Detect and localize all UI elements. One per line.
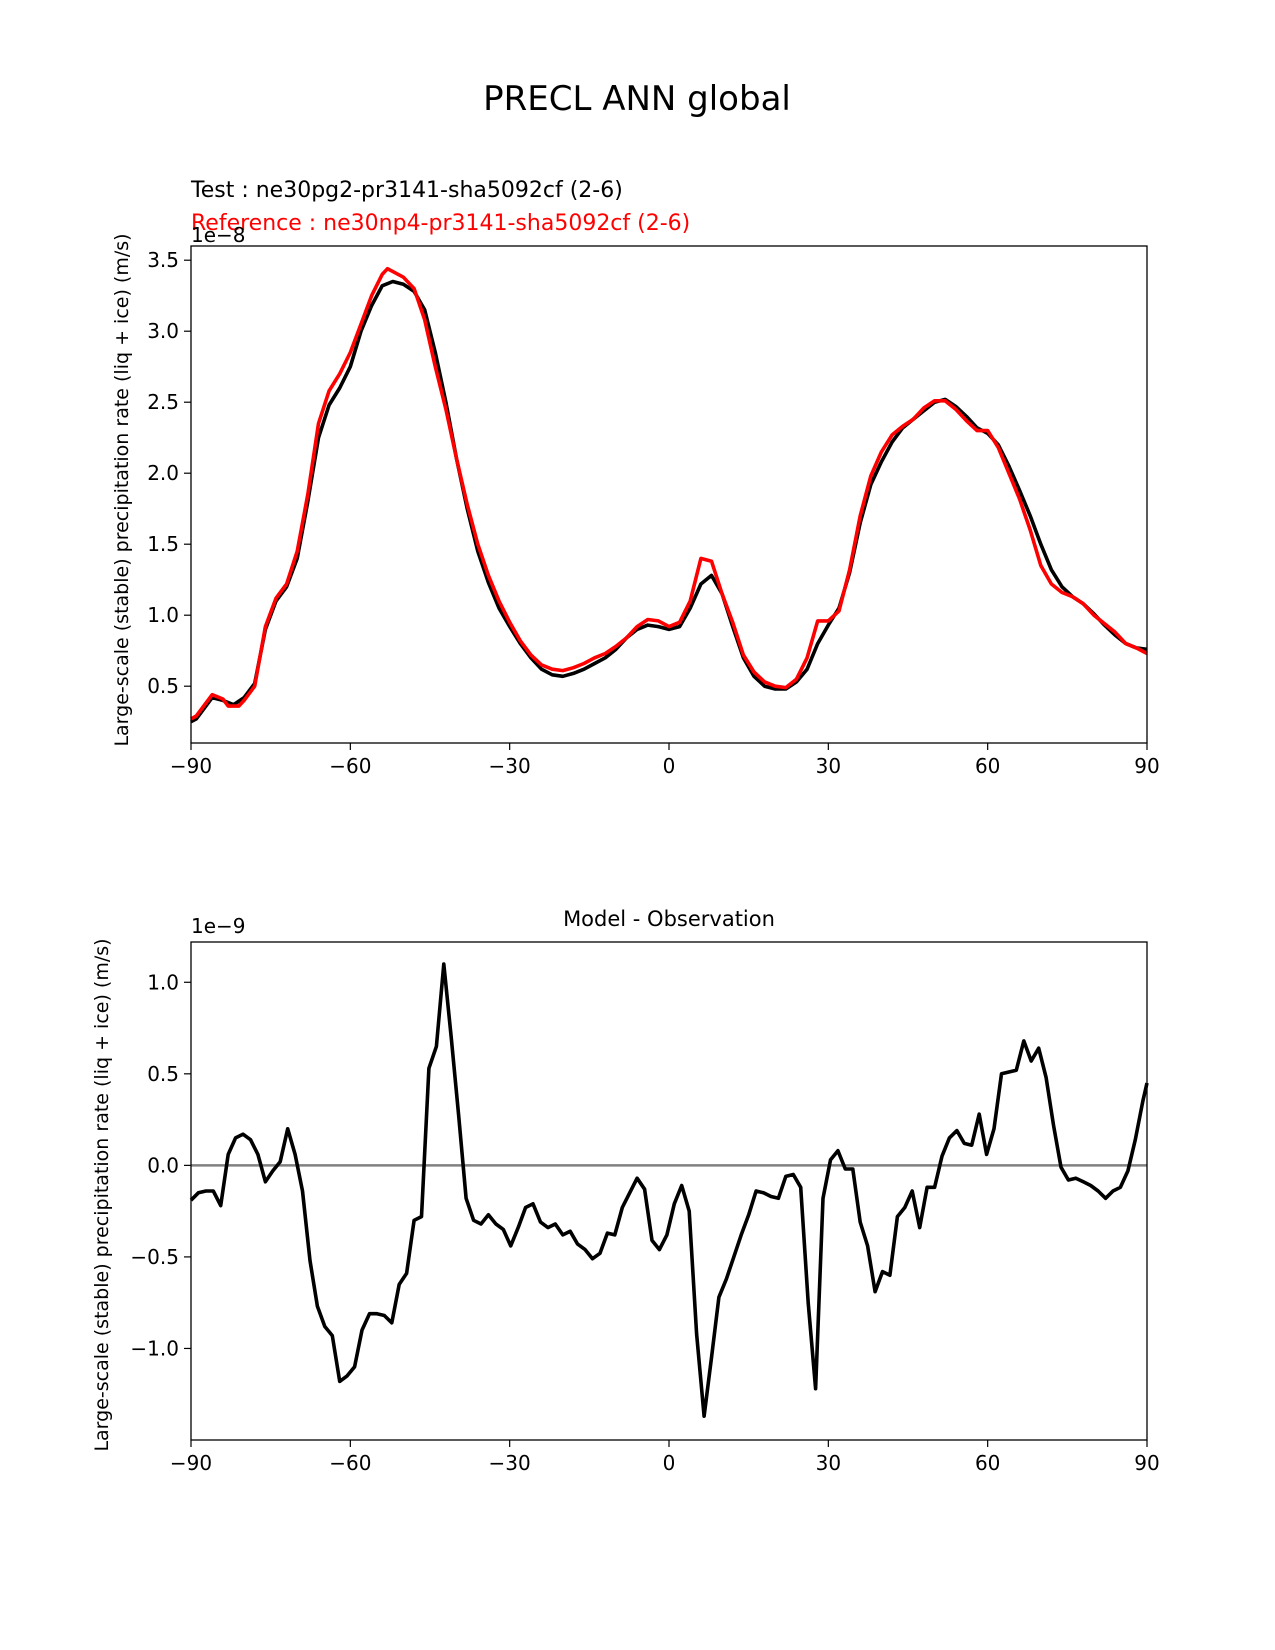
top-x-tick-label: −60: [329, 754, 371, 778]
bottom-y-tick-label: 0.0: [147, 1153, 179, 1177]
top-y-tick-label: 2.0: [147, 461, 179, 485]
bottom-panel: Model - Observation 1e−9 Large-scale (st…: [91, 907, 1160, 1475]
top-x-tick-label: 30: [816, 754, 841, 778]
bottom-y-tick-label: 1.0: [147, 970, 179, 994]
bottom-x-tick-label: 30: [816, 1451, 841, 1475]
bottom-x-tick-label: 60: [975, 1451, 1000, 1475]
top-y-tick-label: 1.0: [147, 603, 179, 627]
top-offset-label: 1e−8: [191, 223, 246, 247]
top-x-tick-label: 0: [663, 754, 676, 778]
top-x-tick-label: 60: [975, 754, 1000, 778]
bottom-x-tick-label: −30: [489, 1451, 531, 1475]
bottom-y-axis-label: Large-scale (stable) precipitation rate …: [91, 938, 113, 1451]
top-y-tick-label: 3.5: [147, 248, 179, 272]
test-label: Test : ne30pg2-pr3141-sha5092cf (2-6): [190, 178, 623, 203]
top-series-test-line: [190, 279, 1148, 724]
bottom-series-model-observation-line: [189, 962, 1149, 1418]
bottom-plot-frame: [190, 941, 1148, 1441]
bottom-y-tick-label: 0.5: [147, 1062, 179, 1086]
bottom-x-tick-label: 90: [1134, 1451, 1159, 1475]
figure-title: PRECL ANN global: [483, 79, 791, 119]
bottom-x-tick-label: 0: [663, 1451, 676, 1475]
top-y-axis-label: Large-scale (stable) precipitation rate …: [111, 233, 133, 746]
bottom-y-tick-label: −1.0: [130, 1336, 179, 1360]
top-panel: Test : ne30pg2-pr3141-sha5092cf (2-6) Re…: [111, 178, 1160, 778]
bottom-x-tick-label: −90: [170, 1451, 212, 1475]
bottom-x-tick-label: −60: [329, 1451, 371, 1475]
top-y-tick-label: 1.5: [147, 532, 179, 556]
top-x-tick-label: −90: [170, 754, 212, 778]
top-series-reference-line: [190, 266, 1148, 721]
bottom-offset-label: 1e−9: [191, 914, 246, 938]
bottom-panel-title: Model - Observation: [563, 907, 775, 931]
top-x-tick-label: −30: [489, 754, 531, 778]
top-y-tick-label: 0.5: [147, 674, 179, 698]
top-x-tick-label: 90: [1134, 754, 1159, 778]
top-y-tick-label: 2.5: [147, 390, 179, 414]
top-y-tick-label: 3.0: [147, 319, 179, 343]
top-plot-frame: [190, 245, 1148, 744]
bottom-y-tick-label: −0.5: [130, 1245, 179, 1269]
reference-label: Reference : ne30np4-pr3141-sha5092cf (2-…: [191, 211, 690, 236]
